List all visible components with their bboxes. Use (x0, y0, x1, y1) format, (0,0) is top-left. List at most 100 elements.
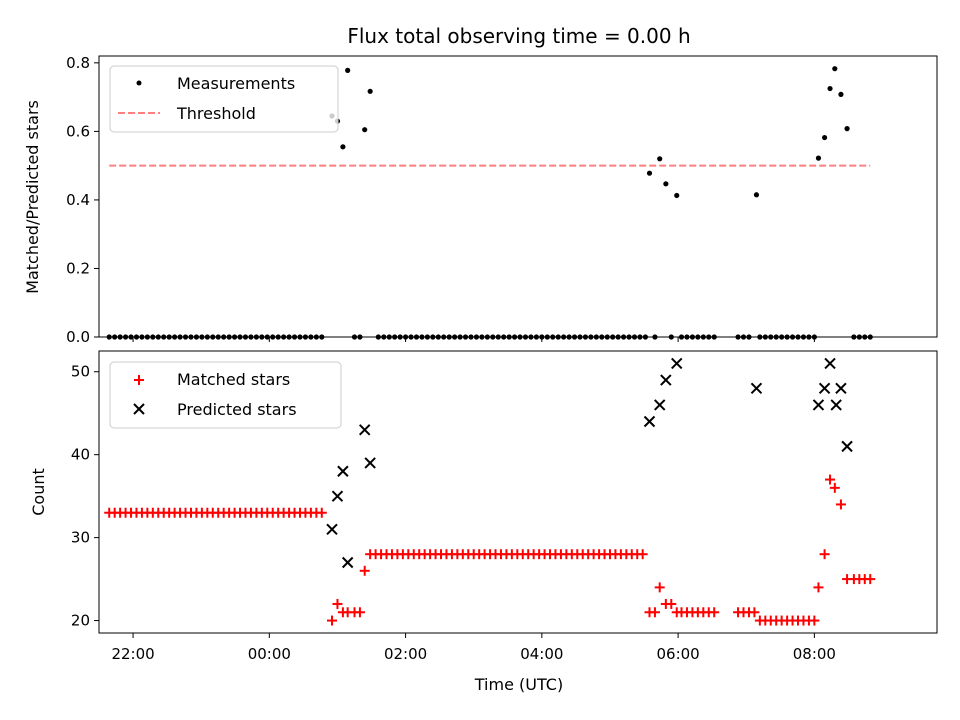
measurements-point (231, 334, 238, 340)
bottom-plot-frame (98, 350, 938, 634)
measurements-point (821, 134, 828, 141)
measurements-point (773, 334, 779, 340)
measurements-point (555, 334, 561, 340)
measurements-point (867, 334, 873, 340)
measurements-point (291, 334, 298, 340)
measurements-point (367, 88, 373, 94)
matched-stars-point (332, 598, 343, 609)
measurements-point (128, 334, 134, 340)
matched-stars-point (819, 549, 830, 560)
measurements-point (642, 334, 649, 340)
top-axes: 0.0 0.2 0.4 0.6 0.8 (66, 54, 815, 346)
measurements-point (631, 334, 638, 340)
measurements-point (275, 334, 281, 340)
matched-stars-point (649, 607, 660, 618)
predicted-stars-point (337, 465, 349, 477)
predicted-stars-point (841, 440, 853, 453)
measurements-point (511, 334, 518, 340)
top-y-tick-label: 0.8 (66, 54, 90, 72)
predicted-stars-point (660, 374, 672, 386)
measurements-point (533, 334, 539, 340)
measurements-point (172, 334, 178, 340)
measurements-point (150, 334, 156, 340)
measurements-point (706, 334, 712, 340)
measurements-point (357, 334, 363, 340)
x-axis-label: Time (UTC) (474, 675, 563, 694)
measurements-point (657, 156, 663, 162)
measurements-point (435, 334, 441, 340)
legend-matched-label: Matched stars (177, 370, 290, 389)
measurements-point (462, 334, 469, 340)
measurements-point (479, 334, 485, 340)
predicted-stars-point (643, 415, 656, 428)
measurements-point (155, 334, 161, 340)
matched-stars-point (354, 607, 365, 618)
matched-stars-point (809, 615, 820, 626)
measurements-point (561, 334, 567, 340)
predicted-stars-point (341, 556, 354, 569)
measurements-point (599, 334, 605, 340)
legend-measurements-label: Measurements (177, 74, 295, 93)
bottom-y-tick-label: 30 (71, 529, 90, 547)
measurements-point (700, 334, 706, 340)
measurements-point (419, 334, 425, 340)
measurements-point (106, 334, 112, 340)
measurements-point (621, 334, 627, 340)
matched-stars-point (749, 607, 760, 618)
measurements-point (446, 334, 452, 340)
measurements-point (397, 334, 403, 340)
measurements-point (838, 91, 844, 97)
measurements-point (210, 334, 216, 340)
bottom-x-tick-label: 00:00 (248, 645, 291, 663)
bottom-panel: 20 30 40 50 22:00 00:00 02:00 04:00 06:00 08:00 C… (29, 350, 938, 694)
measurements-point (345, 67, 351, 73)
legend-predicted-marker (133, 403, 145, 415)
measurements-point (832, 66, 838, 72)
measurements-point (286, 334, 292, 340)
legend-threshold-label: Threshold (176, 104, 256, 123)
measurements-point (281, 334, 287, 340)
measurements-point (522, 334, 529, 340)
measurements-point (144, 334, 150, 340)
predicted-stars-point (812, 399, 825, 411)
measurements-point (139, 334, 145, 340)
measurements-point (550, 334, 556, 340)
measurements-point (452, 334, 458, 340)
bottom-y-tick-label: 40 (71, 446, 90, 464)
matched-stars-point (865, 574, 876, 585)
measurements-point (862, 334, 868, 340)
measurements-point (784, 334, 790, 340)
measurements-point (221, 334, 227, 340)
measurements-point (577, 334, 583, 340)
bottom-x-tick-label: 02:00 (384, 645, 427, 663)
top-y-tick-label: 0.6 (66, 122, 90, 140)
predicted-stars-point (654, 399, 666, 411)
measurements-point (571, 334, 578, 340)
bottom-legend: Matched stars Predicted stars (109, 361, 342, 429)
measurements-point (501, 334, 507, 340)
matched-stars-point (637, 549, 648, 560)
bottom-x-tick-label: 08:00 (793, 645, 836, 663)
measurements-point (161, 334, 167, 340)
measurements-point (663, 181, 669, 187)
measurements-point (375, 334, 381, 340)
predicted-stars-point (331, 490, 344, 502)
measurements-point (544, 334, 550, 340)
measurements-point (264, 334, 270, 340)
bottom-y-tick-label: 20 (71, 612, 90, 630)
matched-stars-point (835, 499, 846, 510)
bottom-x-tick-label: 06:00 (656, 645, 699, 663)
measurements-point (188, 334, 194, 340)
measurements-point (117, 334, 123, 340)
measurements-point (827, 85, 833, 92)
measurements-point (226, 334, 232, 340)
measurements-point (615, 334, 621, 340)
legend-measurements-marker (136, 80, 142, 86)
top-panel: 0.00.20.40.60.8 Matched/Predicted stars … (23, 54, 938, 346)
measurements-point (746, 334, 752, 340)
predicted-stars-point (326, 523, 338, 536)
measurements-point (259, 334, 265, 340)
measurements-point (779, 334, 785, 340)
matched-stars-point (359, 565, 370, 576)
